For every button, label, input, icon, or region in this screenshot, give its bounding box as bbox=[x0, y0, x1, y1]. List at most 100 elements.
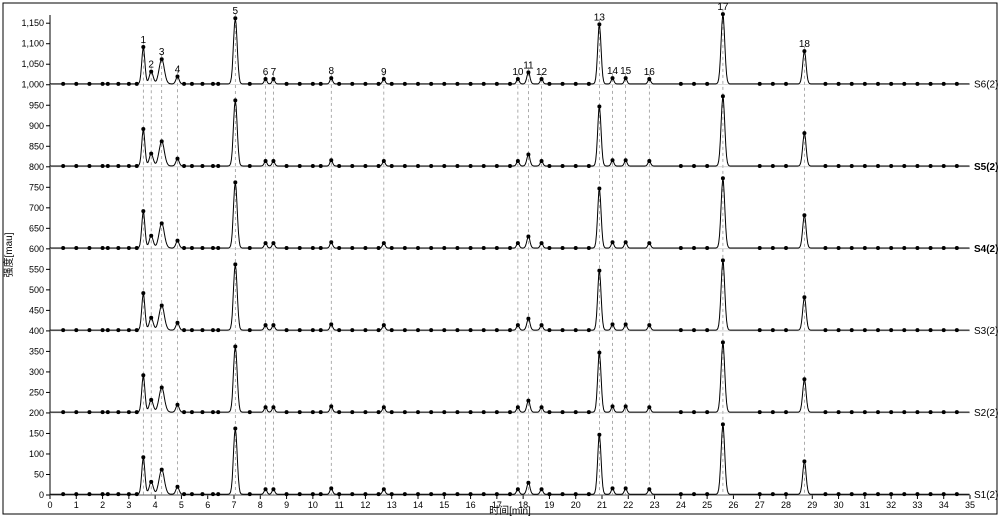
trace-marker bbox=[547, 410, 551, 414]
y-tick-label: 350 bbox=[29, 346, 44, 356]
trace-marker bbox=[87, 492, 91, 496]
trace-marker bbox=[429, 246, 433, 250]
y-tick-label: 500 bbox=[29, 285, 44, 295]
trace-marker bbox=[837, 410, 841, 414]
trace-marker bbox=[182, 164, 186, 168]
trace-marker bbox=[863, 328, 867, 332]
y-tick-label: 250 bbox=[29, 387, 44, 397]
trace-marker bbox=[679, 492, 683, 496]
trace-marker bbox=[482, 328, 486, 332]
y-tick-label: 700 bbox=[29, 203, 44, 213]
y-tick-label: 400 bbox=[29, 326, 44, 336]
peak-number-label: 3 bbox=[159, 47, 165, 58]
y-tick-label: 50 bbox=[34, 469, 44, 479]
trace-marker bbox=[692, 328, 696, 332]
peak-apex-marker bbox=[802, 377, 806, 381]
trace-marker bbox=[216, 328, 220, 332]
y-tick-label: 1,050 bbox=[21, 59, 44, 69]
trace-marker bbox=[902, 82, 906, 86]
trace-marker bbox=[248, 328, 252, 332]
trace-marker bbox=[311, 82, 315, 86]
trace-marker bbox=[211, 164, 215, 168]
peak-apex-marker bbox=[540, 323, 544, 327]
x-tick-label: 27 bbox=[755, 500, 765, 510]
trace-marker bbox=[311, 246, 315, 250]
trace-marker bbox=[248, 410, 252, 414]
peak-apex-marker bbox=[597, 351, 601, 355]
trace-marker bbox=[915, 246, 919, 250]
x-tick-label: 33 bbox=[912, 500, 922, 510]
trace-marker bbox=[87, 410, 91, 414]
x-tick-label: 6 bbox=[205, 500, 210, 510]
trace-marker bbox=[705, 492, 709, 496]
peak-number-label: 10 bbox=[512, 67, 524, 78]
trace-marker bbox=[337, 328, 341, 332]
trace-marker bbox=[337, 164, 341, 168]
peak-apex-marker bbox=[233, 98, 237, 102]
trace-marker bbox=[771, 410, 775, 414]
y-tick-label: 0 bbox=[39, 490, 44, 500]
trace-marker bbox=[692, 164, 696, 168]
peak-apex-marker bbox=[624, 158, 628, 162]
trace-marker bbox=[482, 246, 486, 250]
trace-marker bbox=[837, 246, 841, 250]
peak-apex-marker bbox=[141, 127, 145, 131]
trace-marker bbox=[495, 328, 499, 332]
trace-marker bbox=[587, 82, 591, 86]
peak-number-label: 13 bbox=[594, 12, 606, 23]
trace-marker bbox=[482, 164, 486, 168]
trace-marker bbox=[363, 164, 367, 168]
trace-marker bbox=[211, 410, 215, 414]
peak-apex-marker bbox=[802, 459, 806, 463]
trace-marker bbox=[784, 164, 788, 168]
trace-label: S6(2) bbox=[974, 80, 998, 91]
trace-marker bbox=[837, 82, 841, 86]
trace-marker bbox=[705, 328, 709, 332]
trace-marker bbox=[190, 246, 194, 250]
trace-marker bbox=[311, 410, 315, 414]
trace-marker bbox=[863, 492, 867, 496]
trace-marker bbox=[61, 328, 65, 332]
peak-apex-marker bbox=[526, 399, 530, 403]
y-tick-label: 600 bbox=[29, 244, 44, 254]
trace-marker bbox=[508, 492, 512, 496]
y-tick-label: 1,000 bbox=[21, 80, 44, 90]
trace-marker bbox=[106, 82, 110, 86]
peak-apex-marker bbox=[597, 187, 601, 191]
trace-marker bbox=[416, 82, 420, 86]
peak-apex-marker bbox=[141, 373, 145, 377]
trace-marker bbox=[442, 328, 446, 332]
peak-apex-marker bbox=[233, 262, 237, 266]
trace-marker bbox=[390, 164, 394, 168]
peak-apex-marker bbox=[175, 157, 179, 161]
trace-marker bbox=[574, 492, 578, 496]
trace-marker bbox=[508, 164, 512, 168]
trace-marker bbox=[889, 82, 893, 86]
trace-marker bbox=[771, 492, 775, 496]
trace-marker bbox=[679, 164, 683, 168]
x-tick-label: 34 bbox=[939, 500, 949, 510]
trace-marker bbox=[216, 82, 220, 86]
trace-marker bbox=[135, 164, 139, 168]
trace-marker bbox=[248, 246, 252, 250]
trace-marker bbox=[390, 82, 394, 86]
x-tick-label: 14 bbox=[413, 500, 423, 510]
peak-apex-marker bbox=[647, 405, 651, 409]
trace-marker bbox=[929, 492, 933, 496]
trace-marker bbox=[200, 246, 204, 250]
trace-marker bbox=[127, 164, 131, 168]
peak-apex-marker bbox=[540, 487, 544, 491]
trace-marker bbox=[876, 492, 880, 496]
y-axis-label: 强度[mau] bbox=[2, 232, 15, 277]
trace-marker bbox=[87, 328, 91, 332]
trace-marker bbox=[298, 410, 302, 414]
trace-marker bbox=[547, 492, 551, 496]
trace-marker bbox=[469, 246, 473, 250]
peak-apex-marker bbox=[264, 323, 268, 327]
peak-apex-marker bbox=[647, 323, 651, 327]
trace-marker bbox=[298, 246, 302, 250]
trace-marker bbox=[337, 492, 341, 496]
x-tick-label: 2 bbox=[100, 500, 105, 510]
peak-apex-marker bbox=[271, 405, 275, 409]
x-tick-label: 24 bbox=[676, 500, 686, 510]
